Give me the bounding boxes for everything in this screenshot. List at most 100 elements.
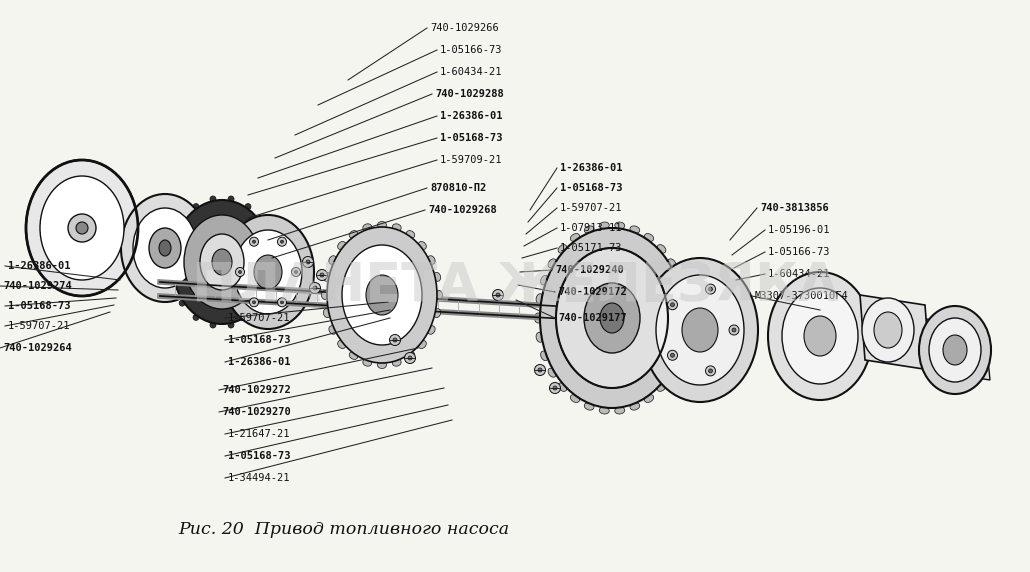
Circle shape	[706, 366, 716, 376]
Circle shape	[170, 237, 176, 243]
Circle shape	[549, 383, 560, 394]
Ellipse shape	[172, 200, 272, 324]
Ellipse shape	[133, 208, 197, 288]
Circle shape	[291, 268, 301, 276]
Ellipse shape	[768, 272, 872, 400]
Circle shape	[249, 298, 259, 307]
Ellipse shape	[149, 228, 181, 268]
Ellipse shape	[584, 403, 594, 410]
Circle shape	[667, 350, 678, 360]
Ellipse shape	[121, 194, 209, 302]
Text: М3307-3730010Г4: М3307-3730010Г4	[755, 291, 849, 301]
Text: 1-26386-01: 1-26386-01	[560, 163, 622, 173]
Circle shape	[316, 269, 328, 280]
Ellipse shape	[584, 226, 594, 233]
Ellipse shape	[212, 249, 232, 275]
Text: 1-05168-73: 1-05168-73	[228, 335, 290, 345]
Ellipse shape	[406, 231, 415, 238]
Circle shape	[259, 300, 265, 306]
Polygon shape	[920, 318, 990, 380]
Ellipse shape	[26, 160, 138, 296]
Ellipse shape	[929, 318, 981, 382]
Text: 1-05166-73: 1-05166-73	[440, 45, 503, 55]
Ellipse shape	[541, 351, 548, 360]
Ellipse shape	[645, 233, 654, 241]
Text: 740-1029272: 740-1029272	[222, 385, 290, 395]
Text: 740-1029240: 740-1029240	[555, 265, 624, 275]
Text: 1-59707-21: 1-59707-21	[560, 203, 622, 213]
Ellipse shape	[200, 234, 244, 290]
Circle shape	[271, 259, 277, 265]
Ellipse shape	[434, 309, 441, 317]
Ellipse shape	[159, 240, 171, 256]
Circle shape	[709, 369, 713, 373]
Circle shape	[408, 356, 412, 360]
Ellipse shape	[363, 224, 372, 231]
Text: 740-1029288: 740-1029288	[435, 89, 504, 99]
Ellipse shape	[254, 255, 282, 289]
Ellipse shape	[615, 222, 625, 229]
Text: 1-05168-73: 1-05168-73	[228, 451, 290, 461]
Text: 1-05168-73: 1-05168-73	[8, 301, 70, 311]
Circle shape	[320, 273, 324, 277]
Ellipse shape	[919, 306, 991, 394]
Ellipse shape	[862, 298, 914, 362]
Ellipse shape	[571, 395, 580, 403]
Ellipse shape	[599, 222, 610, 229]
Circle shape	[167, 259, 173, 265]
Ellipse shape	[540, 228, 684, 408]
Ellipse shape	[342, 245, 422, 345]
Circle shape	[732, 328, 736, 332]
Circle shape	[193, 204, 199, 209]
Ellipse shape	[804, 316, 836, 356]
Ellipse shape	[338, 241, 346, 249]
Text: 740-1029264: 740-1029264	[3, 343, 72, 353]
Ellipse shape	[943, 335, 967, 365]
Ellipse shape	[234, 230, 302, 314]
Text: 1-07913-11: 1-07913-11	[560, 223, 622, 233]
Circle shape	[729, 325, 739, 335]
Circle shape	[76, 222, 88, 234]
Text: 1-59707-21: 1-59707-21	[8, 321, 70, 331]
Circle shape	[667, 300, 678, 309]
Text: 1-05168-73: 1-05168-73	[440, 133, 503, 143]
Ellipse shape	[548, 259, 556, 268]
Text: 870810-П2: 870810-П2	[430, 183, 486, 193]
Ellipse shape	[599, 407, 610, 414]
Ellipse shape	[681, 332, 688, 342]
Ellipse shape	[327, 227, 437, 363]
Text: 1-26386-01: 1-26386-01	[440, 111, 503, 121]
Ellipse shape	[657, 383, 666, 391]
Circle shape	[280, 240, 283, 243]
Ellipse shape	[366, 275, 398, 315]
Ellipse shape	[536, 293, 543, 304]
Ellipse shape	[874, 312, 902, 348]
Text: 740-1029266: 740-1029266	[430, 23, 499, 33]
Circle shape	[277, 237, 286, 246]
Circle shape	[492, 289, 504, 300]
Ellipse shape	[392, 224, 402, 231]
Circle shape	[496, 293, 500, 297]
Ellipse shape	[630, 226, 640, 233]
Ellipse shape	[436, 291, 443, 300]
Ellipse shape	[681, 293, 688, 304]
Ellipse shape	[782, 288, 858, 384]
Circle shape	[306, 260, 310, 264]
Circle shape	[268, 237, 274, 243]
Text: 740-1029172: 740-1029172	[558, 287, 626, 297]
Text: 740-1029177: 740-1029177	[558, 313, 626, 323]
Text: 1-21647-21: 1-21647-21	[228, 429, 290, 439]
Circle shape	[309, 283, 320, 293]
Ellipse shape	[434, 272, 441, 281]
Text: 740-1029270: 740-1029270	[222, 407, 290, 417]
Ellipse shape	[323, 272, 331, 281]
Ellipse shape	[676, 275, 683, 285]
Ellipse shape	[418, 241, 426, 249]
Circle shape	[245, 315, 251, 320]
Text: Рис. 20  Привод топливного насоса: Рис. 20 Привод топливного насоса	[178, 522, 509, 538]
Circle shape	[170, 281, 176, 287]
Ellipse shape	[682, 308, 718, 352]
Text: 1-59707-21: 1-59707-21	[228, 313, 290, 323]
Ellipse shape	[329, 256, 337, 264]
Circle shape	[389, 335, 401, 345]
